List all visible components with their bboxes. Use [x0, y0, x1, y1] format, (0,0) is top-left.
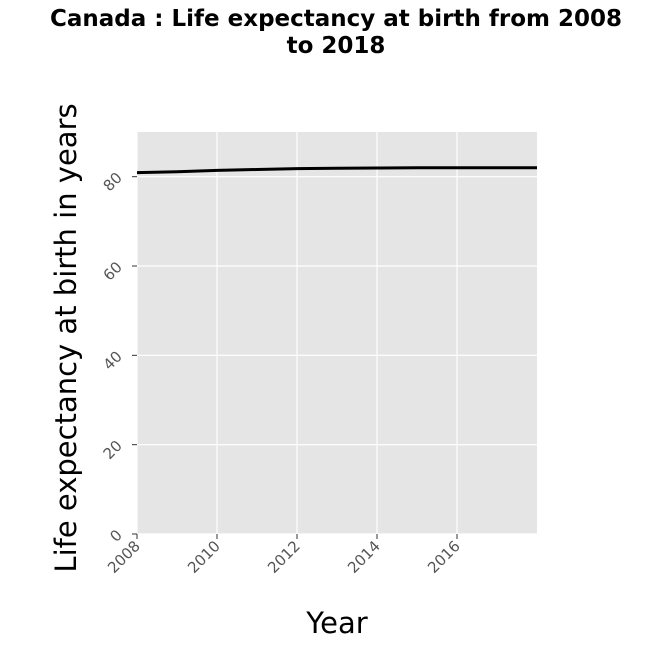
y-tick-label: 20 [100, 437, 126, 463]
x-tick-label: 2014 [344, 537, 384, 577]
chart-title: Canada : Life expectancy at birth from 2… [0, 6, 672, 60]
y-tick-label: 0 [106, 526, 125, 545]
grid-lines [136, 132, 537, 535]
y-tick-label: 40 [100, 347, 126, 373]
series-group [136, 166, 537, 175]
x-tick-label: 2016 [424, 537, 464, 577]
x-tick-label: 2012 [264, 537, 304, 577]
x-axis-title: Year [305, 606, 367, 640]
x-tick-label: 2008 [104, 537, 144, 577]
plot-background [137, 132, 537, 534]
y-axis-title: Life expectancy at birth in years [49, 103, 83, 572]
x-tick-label: 2010 [184, 537, 224, 577]
y-tick-label: 60 [100, 258, 126, 284]
y-tick-label: 80 [100, 169, 126, 195]
chart-title-line-2: to 2018 [286, 33, 386, 59]
chart-title-line-1: Canada : Life expectancy at birth from 2… [49, 6, 623, 32]
life-expectancy-line [136, 166, 537, 175]
